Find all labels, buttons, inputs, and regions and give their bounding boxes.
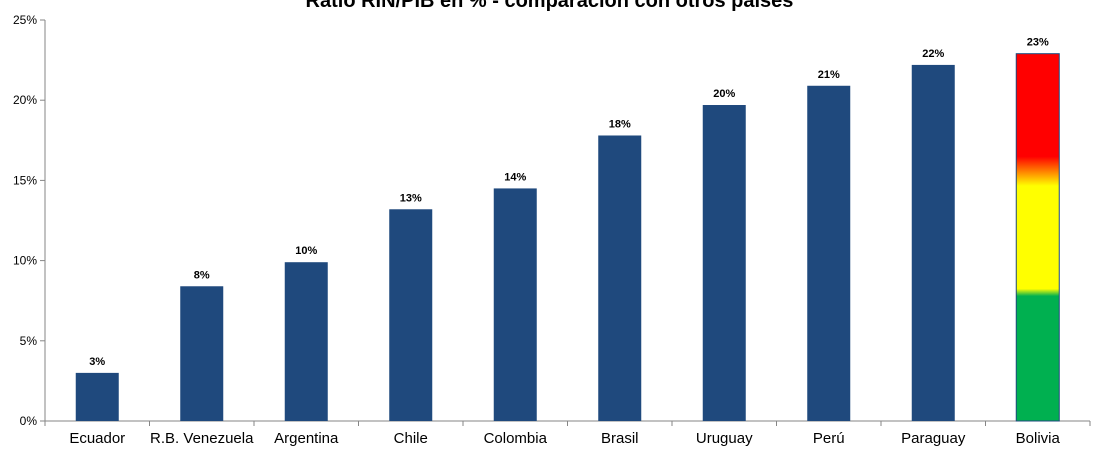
chart-title: Ratio RIN/PIB en % - comparación con otr… (305, 0, 794, 12)
y-tick-label: 0% (20, 414, 38, 428)
x-tick-label: R.B. Venezuela (150, 430, 254, 447)
bar-uruguay (702, 105, 746, 422)
bar-chile (389, 209, 433, 421)
y-tick-label: 5% (20, 334, 38, 348)
x-tick-label: Uruguay (696, 430, 753, 447)
data-label: 10% (295, 245, 317, 257)
x-tick-label: Colombia (484, 430, 548, 447)
bar-bolivia (1015, 53, 1060, 422)
x-tick-label: Chile (394, 430, 428, 447)
bar-paraguay (911, 64, 955, 422)
x-tick-label: Ecuador (69, 430, 125, 447)
bar-per- (807, 85, 851, 421)
data-label: 23% (1027, 37, 1049, 49)
labels: 3% Ecuador 8% R.B. Venezuela 10% Argentina 13%… (69, 37, 1060, 447)
y-tick-label: 10% (13, 254, 37, 268)
bar-argentina (284, 262, 328, 421)
data-label: 3% (89, 356, 105, 368)
bars (75, 53, 1060, 422)
y-tick-label: 25% (13, 13, 37, 27)
y-tick-label: 20% (13, 93, 37, 107)
data-label: 14% (504, 171, 526, 183)
x-tick-label: Paraguay (901, 430, 966, 447)
data-label: 20% (713, 88, 735, 100)
x-tick-label: Argentina (274, 430, 339, 447)
y-tick-label: 15% (13, 173, 37, 187)
x-tick-label: Bolivia (1016, 430, 1061, 447)
bar-r-b-venezuela (180, 286, 224, 421)
data-label: 21% (818, 69, 840, 81)
x-tick-label: Brasil (601, 430, 639, 447)
bar-ecuador (75, 372, 119, 421)
data-label: 13% (400, 192, 422, 204)
x-tick-label: Perú (813, 430, 845, 447)
bar-colombia (493, 188, 537, 421)
data-label: 22% (922, 48, 944, 60)
bar-brasil (598, 135, 642, 421)
data-label: 18% (609, 118, 631, 130)
data-label: 8% (194, 269, 210, 281)
